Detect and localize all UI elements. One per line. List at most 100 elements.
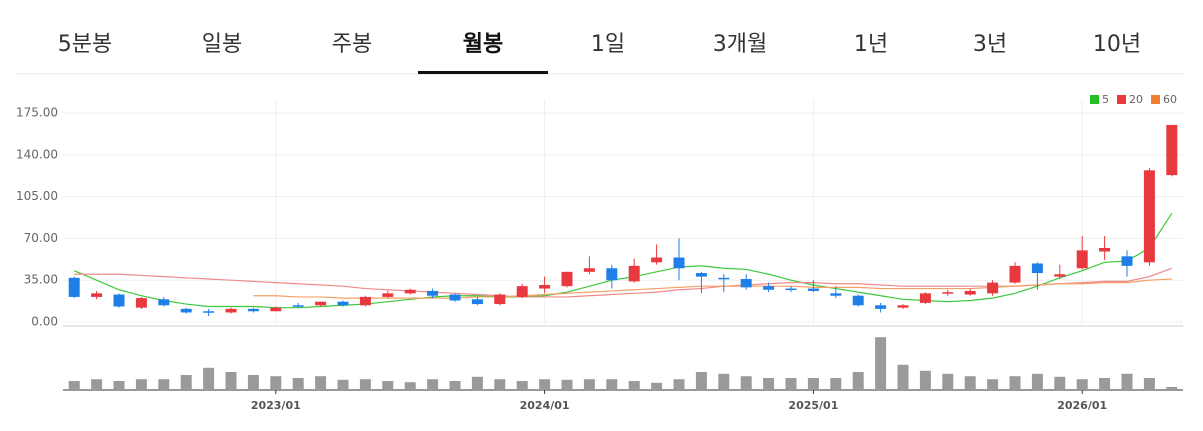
candle-body xyxy=(1121,256,1133,266)
volume-bar xyxy=(337,379,349,390)
volume-bar xyxy=(807,378,819,390)
candle-body xyxy=(539,284,551,289)
tab[interactable]: 주봉 xyxy=(332,32,372,57)
y-tick-label: 35.00 xyxy=(24,273,58,287)
volume-bar xyxy=(539,379,551,390)
volume-bar xyxy=(718,373,730,390)
volume-bar xyxy=(628,381,640,390)
volume-bar xyxy=(695,372,707,390)
candle-body xyxy=(180,308,192,313)
volume-bar xyxy=(382,381,394,390)
candle-body xyxy=(1076,250,1088,269)
volume-bar xyxy=(1166,387,1178,390)
volume-bar xyxy=(135,379,147,390)
candle-body xyxy=(919,293,931,303)
tab[interactable]: 1년 xyxy=(854,32,888,57)
tab[interactable]: 일봉 xyxy=(202,32,242,57)
volume-bar xyxy=(897,364,909,390)
legend-label: 60 xyxy=(1163,93,1177,106)
candle-body xyxy=(852,295,864,306)
candle-body xyxy=(1166,124,1178,176)
candle-body xyxy=(359,296,371,306)
volume-bar xyxy=(449,381,461,390)
volume-bar xyxy=(987,379,999,390)
candle-body xyxy=(225,308,237,313)
candle-body xyxy=(337,301,349,306)
volume-bar xyxy=(964,376,976,390)
volume-bar xyxy=(875,337,887,390)
candle-body xyxy=(807,288,819,291)
moving-average-line xyxy=(253,278,1172,299)
volume-bar xyxy=(404,382,416,390)
volume-bar xyxy=(158,379,170,390)
candle-body xyxy=(651,257,663,263)
volume-bar xyxy=(1099,378,1111,390)
x-tick-label: 2024/01 xyxy=(520,399,570,412)
candle-body xyxy=(135,298,147,308)
volume-bar xyxy=(673,379,685,390)
candle-body xyxy=(494,294,506,305)
candle-body xyxy=(315,301,327,306)
candle-body xyxy=(91,293,103,297)
candle-body xyxy=(785,288,797,291)
legend-label: 20 xyxy=(1129,93,1143,106)
candle-body xyxy=(897,305,909,308)
tab[interactable]: 5분봉 xyxy=(58,32,112,57)
volume-bar xyxy=(606,379,618,390)
candle-body xyxy=(292,305,304,307)
volume-bar xyxy=(225,372,237,390)
volume-bar xyxy=(919,370,931,390)
tab[interactable]: 3년 xyxy=(973,32,1007,57)
candle-body xyxy=(1143,170,1155,263)
volume-bar xyxy=(830,378,842,390)
tab[interactable]: 3개월 xyxy=(713,32,767,57)
volume-bar xyxy=(91,379,103,390)
candle-body xyxy=(628,265,640,282)
volume-bar xyxy=(471,376,483,390)
tab[interactable]: 10년 xyxy=(1093,32,1141,57)
legend-swatch xyxy=(1151,95,1160,104)
volume-bar xyxy=(359,379,371,390)
volume-bar xyxy=(740,376,752,390)
candle-body xyxy=(449,294,461,301)
volume-bar xyxy=(1009,376,1021,390)
volume-bar xyxy=(113,381,125,390)
candle-body xyxy=(404,289,416,294)
moving-average-line xyxy=(73,212,1173,309)
volume-bar xyxy=(292,378,304,390)
volume-bar xyxy=(270,376,282,390)
x-tick-label: 2023/01 xyxy=(251,399,301,412)
candle-body xyxy=(158,299,170,306)
candle-body xyxy=(1031,263,1043,274)
volume-bar xyxy=(427,379,439,390)
tab[interactable]: 월봉 xyxy=(463,32,503,57)
candle-body xyxy=(763,286,775,290)
volume-bar xyxy=(1143,378,1155,390)
volume-bar xyxy=(785,378,797,390)
volume-bar xyxy=(1031,373,1043,390)
candle-body xyxy=(964,290,976,295)
volume-bar xyxy=(315,376,327,390)
volume-bar xyxy=(651,382,663,390)
legend-swatch xyxy=(1117,95,1126,104)
volume-bar xyxy=(942,373,954,390)
volume-bar xyxy=(561,379,573,390)
candle-body xyxy=(203,311,215,313)
tab[interactable]: 1일 xyxy=(591,32,625,57)
candle-body xyxy=(583,268,595,272)
y-tick-label: 105.00 xyxy=(16,189,58,203)
candle-body xyxy=(113,294,125,307)
moving-average-line xyxy=(74,267,1173,298)
candle-body xyxy=(606,268,618,281)
y-tick-label: 175.00 xyxy=(16,106,58,120)
candle-body xyxy=(382,293,394,297)
volume-bar xyxy=(203,367,215,390)
candle-body xyxy=(427,290,439,296)
y-tick-label: 140.00 xyxy=(16,147,58,161)
candle-body xyxy=(875,305,887,309)
candle-body xyxy=(561,271,573,287)
volume-bar xyxy=(1054,376,1066,390)
x-tick-label: 2025/01 xyxy=(788,399,838,412)
volume-bar xyxy=(68,381,80,390)
